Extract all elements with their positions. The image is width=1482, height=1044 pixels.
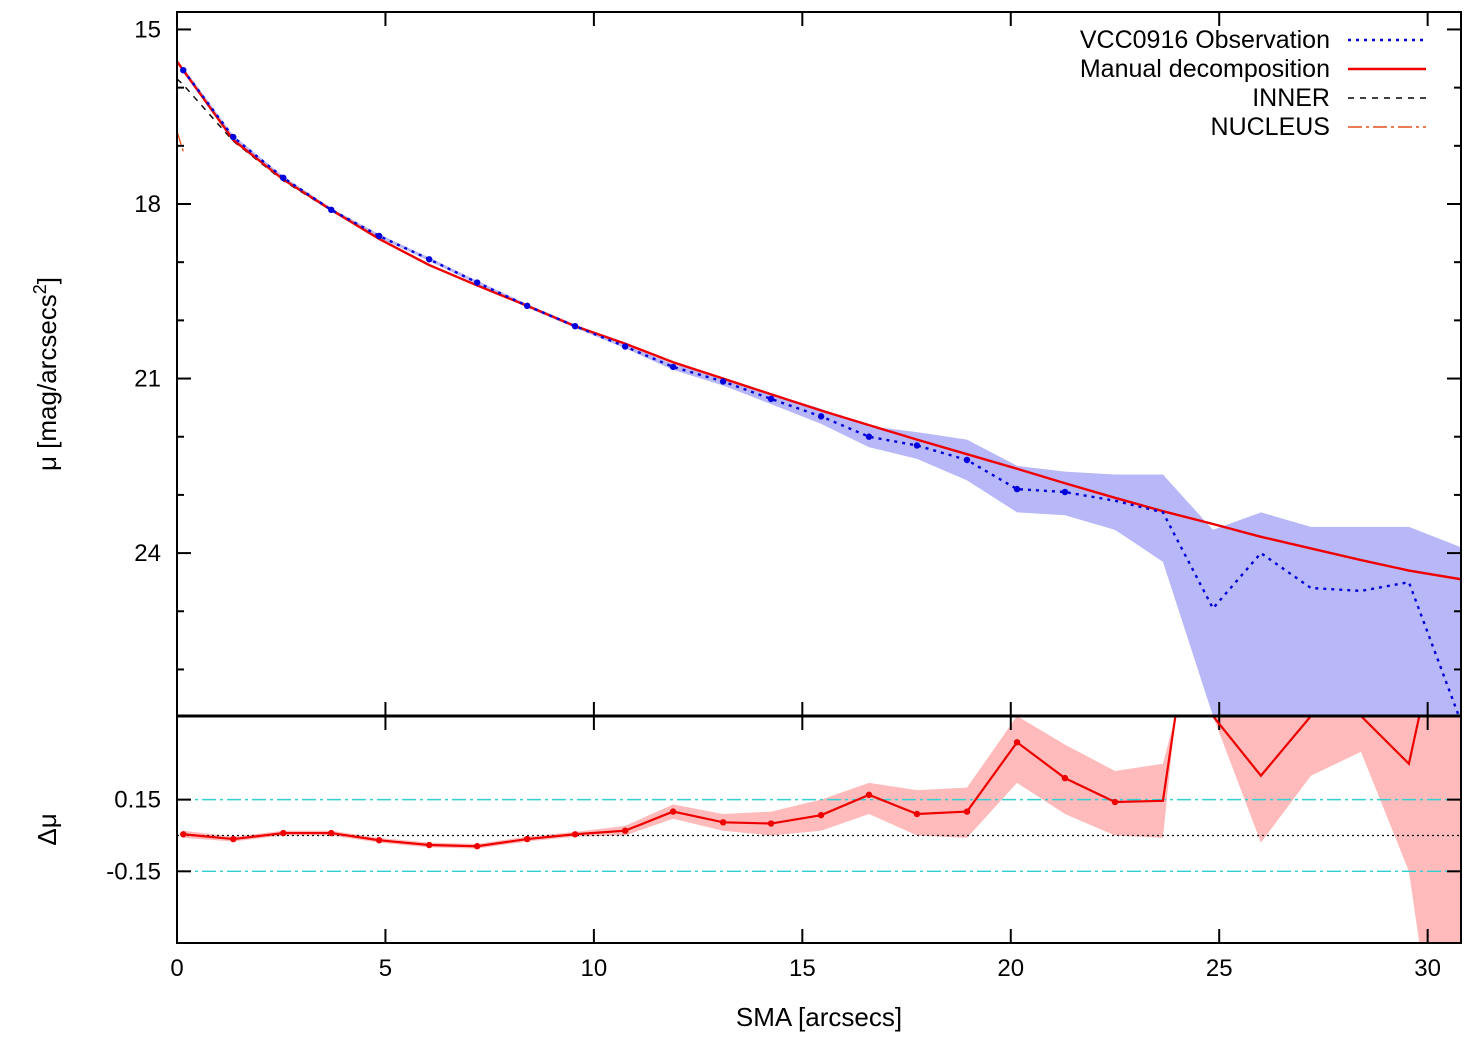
observation-point [180,66,187,74]
observation-point [865,433,873,440]
x-tick-label: 30 [1414,955,1441,982]
observation-point [719,378,727,385]
observation-point [963,456,971,464]
residual-point [669,808,677,815]
residual-point [767,820,775,827]
residual-point [1111,798,1119,806]
x-tick-label: 0 [170,955,183,982]
legend-label: INNER [1252,84,1330,112]
residual-markers [180,739,1119,850]
x-tick-label: 10 [581,955,608,982]
legend-label: Manual decomposition [1080,55,1330,83]
profile-ticks: 15 18 21 24 [134,12,1461,716]
residual-point [523,835,531,843]
residual-point [328,829,335,837]
y-tick-label: 21 [134,366,161,393]
y-tick-label: 24 [134,540,161,567]
residual-error-band [183,716,1461,943]
legend-label: NUCLEUS [1211,113,1330,141]
residual-point [719,819,727,826]
observation-point [280,174,287,182]
residual-y-tick-label: 0.15 [114,787,161,814]
observation-point [375,232,383,240]
observation-point [669,363,677,371]
observation-point [328,206,335,214]
x-tick-label: 15 [789,955,816,982]
observation-point [230,133,237,141]
y-axis-title-superscript: 2 [30,284,50,294]
observation-error-bands [183,67,1461,716]
residual-line [183,716,1421,848]
residual-point [1013,739,1021,746]
x-tick-label: 5 [379,955,392,982]
residual-point [230,835,237,843]
observation-point [523,302,531,310]
observation-point [1013,485,1021,493]
residual-reference-lines [177,798,1461,873]
y-axis-title-close: ] [32,277,62,284]
observation-point [621,343,629,350]
residual-point [817,811,825,819]
x-tick-label: 25 [1206,955,1233,982]
residual-point [621,827,629,834]
y-tick-label: 18 [134,191,161,218]
observation-point [571,322,579,330]
residual-point [571,831,579,838]
observation-point [426,256,433,263]
x-tick-label: 20 [997,955,1024,982]
residual-point [426,841,433,849]
profile-panel: 15 18 21 24 [134,11,1462,717]
observation-markers [180,66,1069,496]
observation-point [817,413,825,420]
residual-ticks: 0.15 -0.15 0 5 10 15 20 25 30 [106,716,1461,982]
residual-point [375,837,383,844]
residual-point [865,791,873,799]
residual-y-tick-label: -0.15 [106,858,161,885]
series-line-nucleus [177,131,184,152]
legend-label: VCC0916 Observation [1080,26,1330,54]
residual-error-band [183,716,1461,943]
observation-error-band [183,67,1461,716]
observation-point [767,395,775,403]
y-tick-label: 15 [134,16,161,43]
observation-point [473,279,481,286]
x-axis-title: SMA [arcsecs] [736,1002,902,1032]
observation-point [1061,488,1069,496]
residual-point [473,843,481,850]
residual-y-axis-title: Δμ [32,813,62,845]
residual-series [183,716,1421,848]
residual-point [280,829,287,837]
series-line-inner [177,78,1461,580]
y-axis-title-text: μ [mag/arcsecs [32,294,62,471]
residual-point [963,808,971,815]
residual-point [1061,774,1069,782]
series-line-manual-decomposition [177,60,1461,581]
observation-point [913,442,921,449]
residual-panel: 0.15 -0.15 0 5 10 15 20 25 30 [106,714,1462,982]
profile-y-axis-title: μ [mag/arcsecs2] [30,277,62,471]
residual-point [180,831,187,838]
residual-point [913,810,921,818]
